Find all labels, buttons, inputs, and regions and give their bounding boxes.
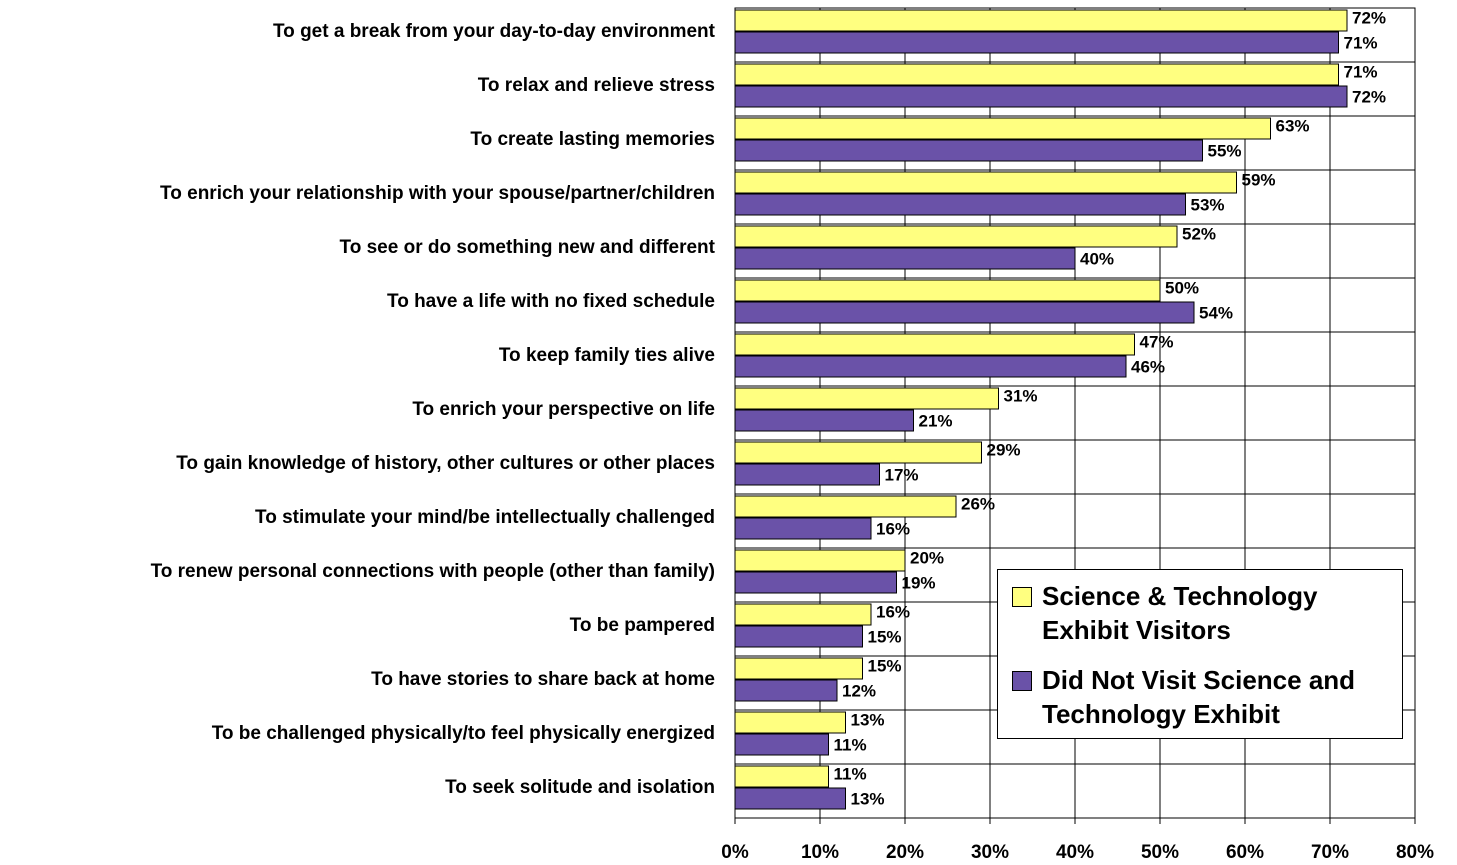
legend: Science & Technology Exhibit Visitors Did… xyxy=(997,569,1403,739)
data-label: 15% xyxy=(868,627,902,646)
y-tick-label: To enrich your relationship with your sp… xyxy=(160,183,715,204)
bar xyxy=(734,711,846,734)
bar xyxy=(734,733,829,756)
data-label: 13% xyxy=(851,789,885,808)
data-label: 63% xyxy=(1276,116,1310,135)
bar xyxy=(734,495,957,518)
legend-item: Did Not Visit Science and Technology Exh… xyxy=(1012,663,1404,731)
bar xyxy=(734,333,1135,356)
bar xyxy=(734,657,863,680)
bar xyxy=(734,409,914,432)
data-label: 26% xyxy=(961,494,995,513)
data-label: 29% xyxy=(987,440,1021,459)
y-tick-label: To stimulate your mind/be intellectually… xyxy=(255,507,715,528)
bar xyxy=(734,679,838,702)
data-label: 54% xyxy=(1199,303,1233,322)
y-tick-label: To relax and relieve stress xyxy=(478,75,715,96)
y-tick-label: To renew personal connections with peopl… xyxy=(151,561,715,582)
data-label: 21% xyxy=(919,411,953,430)
legend-label: Did Not Visit Science and Technology Exh… xyxy=(1042,665,1356,729)
bar xyxy=(734,85,1348,108)
data-label: 20% xyxy=(910,548,944,567)
bar xyxy=(734,247,1076,270)
data-label: 15% xyxy=(868,656,902,675)
bar xyxy=(734,117,1271,140)
data-label: 72% xyxy=(1352,87,1386,106)
bar xyxy=(734,441,982,464)
x-tick-label: 80% xyxy=(1396,842,1434,863)
y-tick-label: To be challenged physically/to feel phys… xyxy=(212,723,715,744)
legend-swatch xyxy=(1012,671,1032,691)
bar xyxy=(734,9,1348,32)
data-label: 59% xyxy=(1242,170,1276,189)
y-tick-label: To have stories to share back at home xyxy=(371,669,715,690)
data-label: 53% xyxy=(1191,195,1225,214)
y-tick-label: To gain knowledge of history, other cult… xyxy=(176,453,715,474)
data-label: 50% xyxy=(1165,278,1199,297)
y-tick-label: To have a life with no fixed schedule xyxy=(387,291,715,312)
bar xyxy=(734,355,1127,378)
data-label: 13% xyxy=(851,710,885,729)
data-label: 12% xyxy=(842,681,876,700)
bar xyxy=(734,549,906,572)
bar xyxy=(734,625,863,648)
bar xyxy=(734,787,846,810)
data-label: 40% xyxy=(1080,249,1114,268)
data-label: 31% xyxy=(1004,386,1038,405)
x-tick-label: 60% xyxy=(1226,842,1264,863)
data-label: 47% xyxy=(1140,332,1174,351)
data-label: 16% xyxy=(876,602,910,621)
bar xyxy=(734,301,1195,324)
data-label: 11% xyxy=(834,735,867,754)
data-label: 11% xyxy=(834,764,867,783)
legend-swatch xyxy=(1012,587,1032,607)
bar xyxy=(734,225,1178,248)
x-tick-label: 20% xyxy=(886,842,924,863)
y-tick-label: To keep family ties alive xyxy=(499,345,715,366)
bar xyxy=(734,171,1237,194)
x-tick-label: 30% xyxy=(971,842,1009,863)
x-tick-label: 10% xyxy=(801,842,839,863)
data-label: 71% xyxy=(1344,62,1378,81)
data-label: 55% xyxy=(1208,141,1242,160)
y-tick-label: To enrich your perspective on life xyxy=(412,399,715,420)
legend-label: Science & Technology Exhibit Visitors xyxy=(1042,581,1318,645)
legend-item: Science & Technology Exhibit Visitors xyxy=(1012,579,1404,647)
bar xyxy=(734,387,999,410)
y-tick-label: To seek solitude and isolation xyxy=(445,777,715,798)
bar xyxy=(734,517,872,540)
data-label: 46% xyxy=(1131,357,1165,376)
y-tick-label: To see or do something new and different xyxy=(340,237,716,258)
data-label: 72% xyxy=(1352,8,1386,27)
data-label: 17% xyxy=(885,465,919,484)
x-tick-label: 50% xyxy=(1141,842,1179,863)
y-tick-label: To get a break from your day-to-day envi… xyxy=(273,21,716,42)
data-label: 16% xyxy=(876,519,910,538)
data-label: 52% xyxy=(1182,224,1216,243)
y-tick-label: To be pampered xyxy=(570,615,715,636)
bar xyxy=(734,63,1339,86)
bar xyxy=(734,463,880,486)
bar xyxy=(734,603,872,626)
data-label: 71% xyxy=(1344,33,1378,52)
x-tick-label: 0% xyxy=(721,842,749,863)
y-tick-label: To create lasting memories xyxy=(470,129,715,150)
bar xyxy=(734,193,1186,216)
data-label: 19% xyxy=(902,573,936,592)
x-tick-label: 70% xyxy=(1311,842,1349,863)
bar xyxy=(734,571,897,594)
bar xyxy=(734,139,1203,162)
x-tick-label: 40% xyxy=(1056,842,1094,863)
bar xyxy=(734,765,829,788)
bar xyxy=(734,31,1339,54)
bar xyxy=(734,279,1161,302)
